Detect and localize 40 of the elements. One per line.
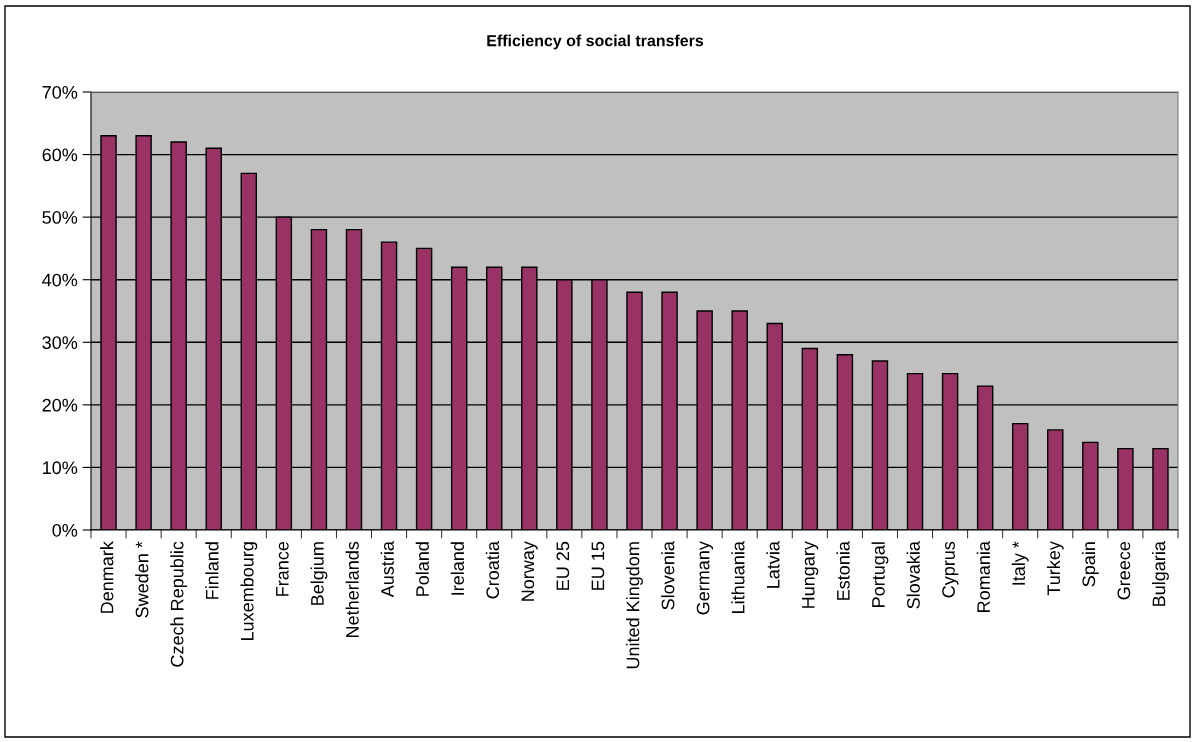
x-tick-label: United Kingdom — [626, 542, 643, 669]
x-tick-label: Italy * — [1011, 541, 1029, 585]
x-tick-label: Poland — [415, 542, 429, 596]
x-tick-label: Turkey — [1046, 541, 1064, 596]
x-tick-label: Portugal — [871, 542, 889, 607]
x-tick-label: Czech Republic — [170, 541, 188, 667]
x-tick-label: Bulgaria — [1152, 541, 1169, 606]
x-tick-label: Greece — [1117, 541, 1131, 600]
x-tick-label: Slovenia — [661, 541, 675, 610]
x-tick-label: Finland — [205, 542, 219, 599]
x-tick-label: EU 15 — [591, 541, 605, 590]
x-tick-label: Sweden * — [135, 541, 149, 618]
y-tick-label: 60% — [42, 148, 78, 162]
x-tick-label: EU 25 — [556, 541, 570, 590]
x-tick-label: Hungary — [802, 541, 819, 608]
chart-title: Efficiency of social transfers — [487, 34, 704, 50]
x-tick-label: Lithuania — [731, 541, 745, 613]
x-tick-label: Germany — [696, 541, 714, 615]
x-tick-label: Romania — [976, 541, 990, 612]
x-tick-label: Croatia — [485, 541, 500, 599]
x-tick-label: Slovakia — [906, 541, 920, 609]
x-tick-label: Spain — [1081, 542, 1099, 587]
y-tick-label: 50% — [42, 211, 78, 224]
x-tick-label: Austria — [380, 541, 394, 598]
y-tick-label: 10% — [43, 461, 78, 475]
x-tick-label: Norway — [521, 541, 538, 601]
x-tick-label: Ireland — [450, 542, 465, 595]
y-tick-label: 30% — [42, 336, 78, 350]
x-tick-label: Latvia — [766, 541, 780, 588]
y-tick-label: 0% — [52, 523, 78, 537]
x-tick-label: Cyprus — [942, 541, 959, 598]
x-tick-label: Luxembourg — [240, 542, 258, 640]
x-tick-label: France — [276, 541, 289, 596]
y-tick-label: 70% — [42, 85, 78, 99]
x-tick-label: Denmark — [100, 541, 114, 613]
x-tick-label: Estonia — [836, 541, 850, 600]
x-tick-label: Netherlands — [345, 541, 359, 637]
y-tick-label: 40% — [42, 273, 78, 287]
x-tick-label: Belgium — [310, 542, 328, 605]
y-tick-label: 20% — [42, 398, 78, 412]
